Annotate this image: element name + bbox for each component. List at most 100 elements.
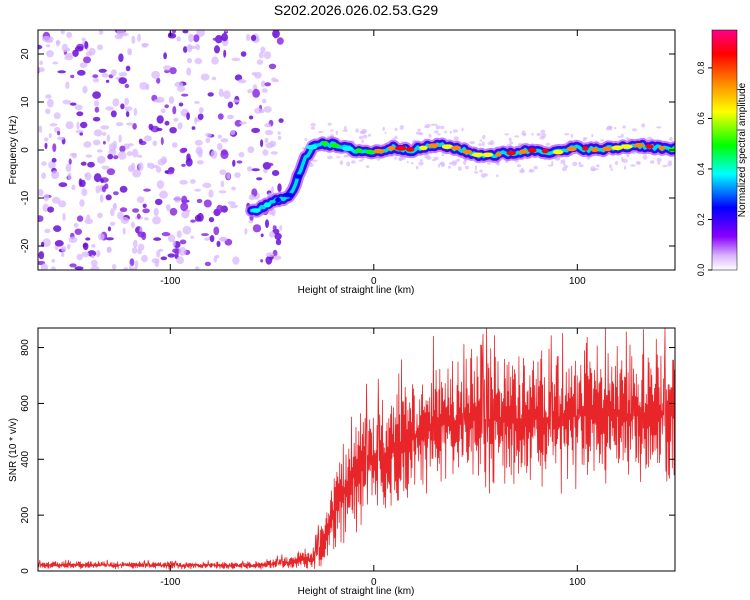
halo-blob — [508, 137, 512, 142]
noise-blob — [98, 30, 104, 35]
noise-blob — [81, 37, 87, 42]
noise-blob — [256, 177, 263, 181]
noise-blob — [51, 259, 56, 263]
noise-blob — [260, 46, 266, 54]
halo-blob — [367, 133, 371, 137]
noise-blob — [46, 50, 54, 58]
noise-blob — [118, 134, 122, 143]
noise-blob — [231, 57, 241, 62]
ridge-hotspot — [582, 146, 589, 151]
noise-blob — [44, 228, 51, 234]
noise-blob — [97, 155, 106, 164]
noise-blob — [164, 120, 170, 126]
noise-blob — [160, 256, 168, 261]
noise-blob — [105, 106, 114, 111]
noise-blob — [82, 243, 88, 248]
noise-blob — [177, 122, 183, 130]
noise-blob — [176, 36, 181, 42]
noise-blob — [196, 198, 203, 204]
ridge-hotspot — [263, 202, 271, 208]
noise-blob — [181, 93, 189, 97]
halo-blob — [657, 161, 661, 165]
noise-blob — [99, 194, 104, 203]
noise-blob — [159, 190, 168, 199]
noise-blob — [113, 155, 119, 160]
halo-blob — [622, 158, 628, 163]
halo-blob — [419, 159, 423, 162]
noise-blob — [132, 148, 139, 158]
spectrogram-noise-layer — [38, 30, 673, 270]
halo-blob — [410, 162, 414, 165]
ridge-hotspot — [342, 146, 354, 151]
noise-blob — [187, 58, 192, 64]
noise-blob — [221, 33, 229, 42]
noise-blob — [167, 33, 177, 39]
halo-blob — [564, 133, 570, 136]
noise-blob — [261, 98, 267, 104]
halo-blob — [464, 165, 470, 170]
noise-blob — [171, 142, 178, 148]
snr-frame — [37, 327, 676, 572]
noise-blob — [83, 141, 92, 148]
noise-blob — [142, 203, 147, 208]
halo-blob — [613, 127, 617, 130]
noise-blob — [88, 47, 96, 56]
ridge-hotspot — [321, 141, 329, 146]
noise-blob — [132, 169, 142, 178]
noise-blob — [190, 219, 196, 223]
noise-blob — [126, 151, 133, 157]
noise-blob — [220, 180, 225, 188]
halo-blob — [400, 156, 406, 161]
halo-blob — [456, 158, 460, 162]
noise-blob — [79, 199, 85, 207]
ridge-hotspot — [364, 149, 375, 155]
halo-blob — [310, 122, 316, 127]
halo-blob — [430, 123, 436, 126]
noise-blob — [61, 43, 68, 53]
x-tick-label: 100 — [569, 276, 586, 287]
halo-blob — [649, 160, 655, 164]
noise-blob — [122, 227, 126, 235]
noise-blob — [148, 123, 154, 131]
noise-blob — [156, 250, 161, 258]
halo-blob — [656, 157, 662, 163]
halo-blob — [452, 129, 459, 133]
x-tick-label: 0 — [371, 276, 377, 287]
noise-blob — [74, 266, 84, 270]
noise-blob — [42, 238, 51, 248]
spectrogram-y-axis-label: Frequency (Hz) — [8, 116, 19, 185]
noise-blob — [38, 44, 43, 50]
noise-blob — [186, 44, 193, 53]
halo-blob — [586, 157, 591, 160]
ridge-hotspot — [373, 148, 385, 154]
noise-blob — [260, 109, 265, 114]
ridge-hotspot — [282, 192, 295, 198]
snr-x-axis-label: Height of straight line (km) — [298, 586, 415, 597]
snr-series-line — [38, 328, 675, 570]
noise-blob — [240, 51, 247, 57]
snr-x-ticks: -100 0 100 — [160, 328, 586, 588]
noise-blob — [271, 170, 280, 176]
noise-blob — [186, 112, 191, 120]
halo-blob — [335, 130, 338, 136]
noise-blob — [179, 179, 188, 185]
noise-blob — [172, 240, 176, 247]
noise-blob — [42, 35, 51, 43]
noise-blob — [125, 65, 131, 72]
halo-blob — [435, 123, 438, 126]
noise-blob — [74, 228, 83, 235]
x-tick-label: -100 — [160, 577, 180, 588]
noise-blob — [107, 226, 111, 232]
halo-blob — [560, 159, 563, 165]
noise-blob — [195, 146, 203, 155]
halo-blob — [539, 136, 545, 140]
halo-blob — [667, 162, 672, 167]
noise-blob — [120, 217, 130, 224]
noise-blob — [110, 208, 115, 217]
halo-blob — [497, 161, 500, 166]
noise-blob — [274, 232, 282, 240]
noise-blob — [87, 161, 95, 168]
noise-blob — [163, 52, 168, 60]
noise-blob — [182, 225, 192, 235]
